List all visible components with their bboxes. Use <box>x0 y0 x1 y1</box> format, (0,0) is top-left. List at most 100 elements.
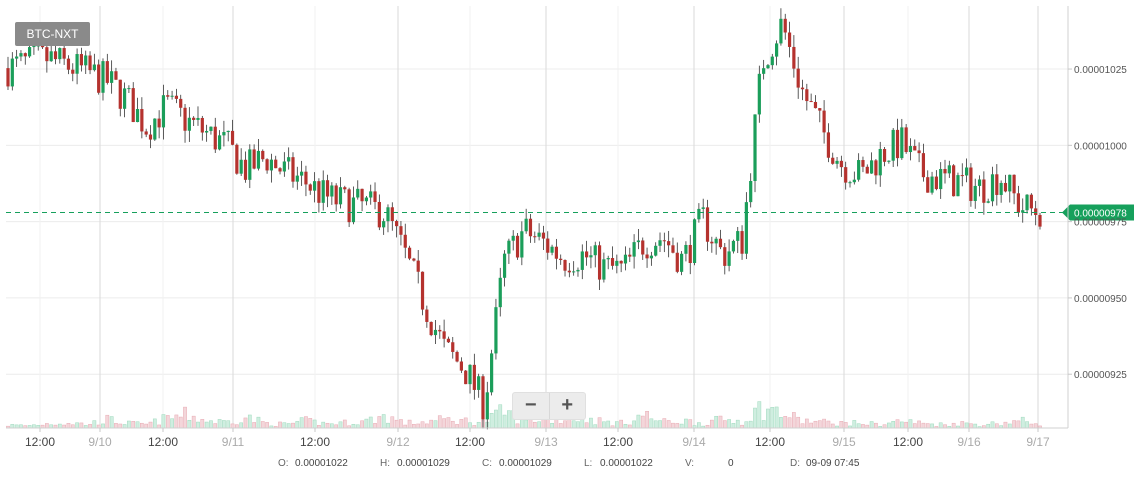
volume-bar <box>1020 416 1025 429</box>
volume-bar <box>278 421 282 429</box>
candle-up <box>153 118 157 140</box>
x-tick-label: 12:00 <box>25 435 55 449</box>
candle-down <box>585 251 589 258</box>
volume-bar <box>187 420 192 429</box>
date-value: 09-09 07:45 <box>806 458 860 469</box>
candle-down <box>230 130 235 145</box>
volume-bar <box>502 414 507 429</box>
volume-bar <box>79 422 84 429</box>
volume-bar <box>368 416 373 429</box>
zoom-out-button[interactable]: − <box>513 393 550 419</box>
candle-down <box>347 189 351 223</box>
volume-bar <box>563 420 567 429</box>
volume-bar <box>1012 420 1016 429</box>
candle-down <box>913 146 917 151</box>
candle-down <box>796 68 800 88</box>
x-tick-label: 9/14 <box>682 435 706 449</box>
current-price-line: 0.00000978 <box>6 204 1134 221</box>
volume-bar <box>584 422 589 429</box>
x-tick-label: 9/15 <box>832 435 856 449</box>
candle-down <box>174 95 179 99</box>
candle-down <box>705 207 710 242</box>
volume-bar <box>787 417 792 429</box>
candle-down <box>278 168 282 172</box>
volume-bar <box>843 422 848 429</box>
volume-bar <box>666 420 671 429</box>
volume-bar <box>662 418 667 429</box>
volume-bar <box>66 423 71 429</box>
volume-bar <box>338 421 343 429</box>
x-tick-label: 9/12 <box>386 435 410 449</box>
candle-down <box>723 247 727 266</box>
volume-bar <box>619 419 624 429</box>
volume-bar <box>606 420 611 429</box>
candle-up <box>386 207 390 222</box>
volume-bar <box>593 424 598 429</box>
volume-bar <box>839 421 844 429</box>
candle-up <box>744 202 748 254</box>
zoom-in-button[interactable]: + <box>561 394 574 416</box>
volume-bar <box>200 419 205 429</box>
volume-bar <box>446 417 451 429</box>
volume-bar <box>213 423 218 429</box>
volume-bar <box>852 420 857 429</box>
candle-up <box>205 130 209 133</box>
candle-up <box>511 235 515 241</box>
candle-up <box>32 46 36 48</box>
candle-down <box>451 342 455 352</box>
candle-down <box>662 240 666 242</box>
volume-bar <box>321 421 326 429</box>
volume-bar <box>424 423 429 429</box>
candle-up <box>217 135 222 150</box>
candle-up <box>256 150 261 169</box>
candle-up <box>848 182 852 184</box>
y-tick-label: 0.00000975 <box>1074 218 1127 229</box>
candle-down <box>865 166 869 174</box>
candle-up <box>964 167 969 176</box>
candle-up <box>999 182 1003 195</box>
candle-down <box>6 68 10 87</box>
candle-up <box>636 240 641 243</box>
volume-bar <box>804 418 809 429</box>
candle-up <box>170 95 174 97</box>
volume-bar <box>1029 423 1034 429</box>
candle-down <box>62 48 66 59</box>
candle-down <box>818 108 822 111</box>
x-tick-label: 9/10 <box>88 435 112 449</box>
candle-down <box>373 191 377 202</box>
candle-up <box>762 68 766 74</box>
close-label: C: <box>482 458 492 469</box>
candle-down <box>261 150 265 160</box>
candle-down <box>1016 193 1021 213</box>
candle-up <box>27 47 32 57</box>
candle-up <box>658 240 662 246</box>
candle-up <box>122 88 127 109</box>
date-label: D: <box>790 458 800 469</box>
candle-up <box>891 129 895 161</box>
candle-down <box>952 165 956 197</box>
x-tick-label: 12:00 <box>300 435 330 449</box>
x-tick-label: 9/13 <box>534 435 558 449</box>
candle-down <box>325 180 330 197</box>
volume-bar <box>973 423 978 429</box>
volume-bar <box>178 416 183 429</box>
candle-down <box>118 79 122 109</box>
volume-bar <box>118 423 123 429</box>
candle-down <box>200 117 204 133</box>
volume-bar <box>325 422 330 429</box>
volume-bar <box>869 421 874 429</box>
volume-bar <box>342 419 347 429</box>
candle-up <box>92 64 96 71</box>
candle-down <box>265 159 269 171</box>
volume-bar <box>360 420 364 429</box>
candle-down <box>809 101 813 103</box>
candle-up <box>222 132 226 136</box>
volume-bar <box>813 420 818 429</box>
candle-down <box>943 168 947 174</box>
candle-down <box>425 309 429 322</box>
volume-bar <box>45 423 49 429</box>
candle-up <box>990 174 995 202</box>
volume-bar <box>351 423 356 429</box>
